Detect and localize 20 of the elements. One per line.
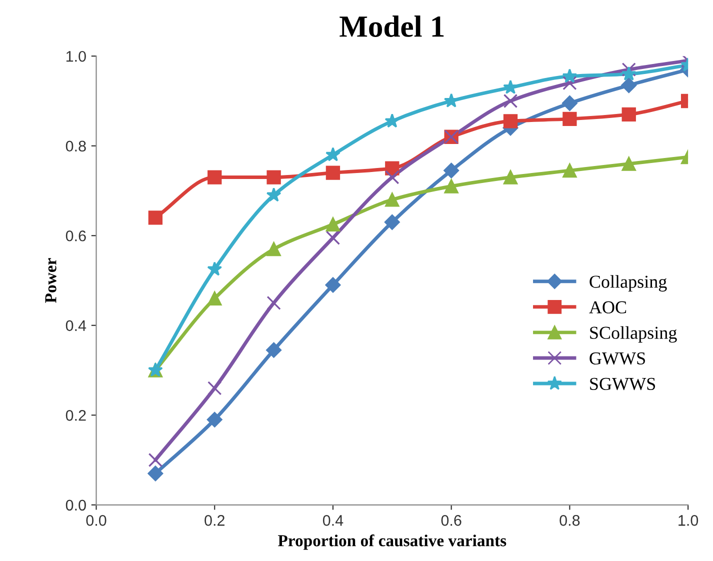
legend-label: AOC (589, 301, 626, 314)
x-tick-label: 0.4 (322, 515, 344, 526)
y-tick-label: 1.0 (66, 50, 86, 62)
y-tick-label: 0.0 (66, 500, 86, 511)
x-tick-label: 0.2 (204, 515, 224, 526)
legend-label: Collapsing (590, 275, 667, 292)
x-tick-label: 0.8 (560, 515, 580, 526)
legend-label: GWWS (590, 352, 645, 365)
y-tick-label: 0.6 (66, 230, 86, 242)
legend-label: SCollapsing (590, 326, 677, 343)
x-tick-label: 0.0 (86, 515, 106, 526)
y-tick-label: 0.8 (66, 140, 86, 152)
chart-title: Model 1 (340, 15, 444, 37)
x-tick-label: 0.6 (441, 515, 462, 526)
x-axis-title: Proportion of causative variants (278, 534, 506, 550)
legend-label: SGWWS (590, 378, 656, 390)
y-axis-title: Power (45, 258, 56, 303)
x-tick-label: 1.0 (678, 515, 698, 526)
y-tick-label: 0.4 (66, 320, 86, 332)
y-tick-label: 0.2 (66, 410, 86, 421)
